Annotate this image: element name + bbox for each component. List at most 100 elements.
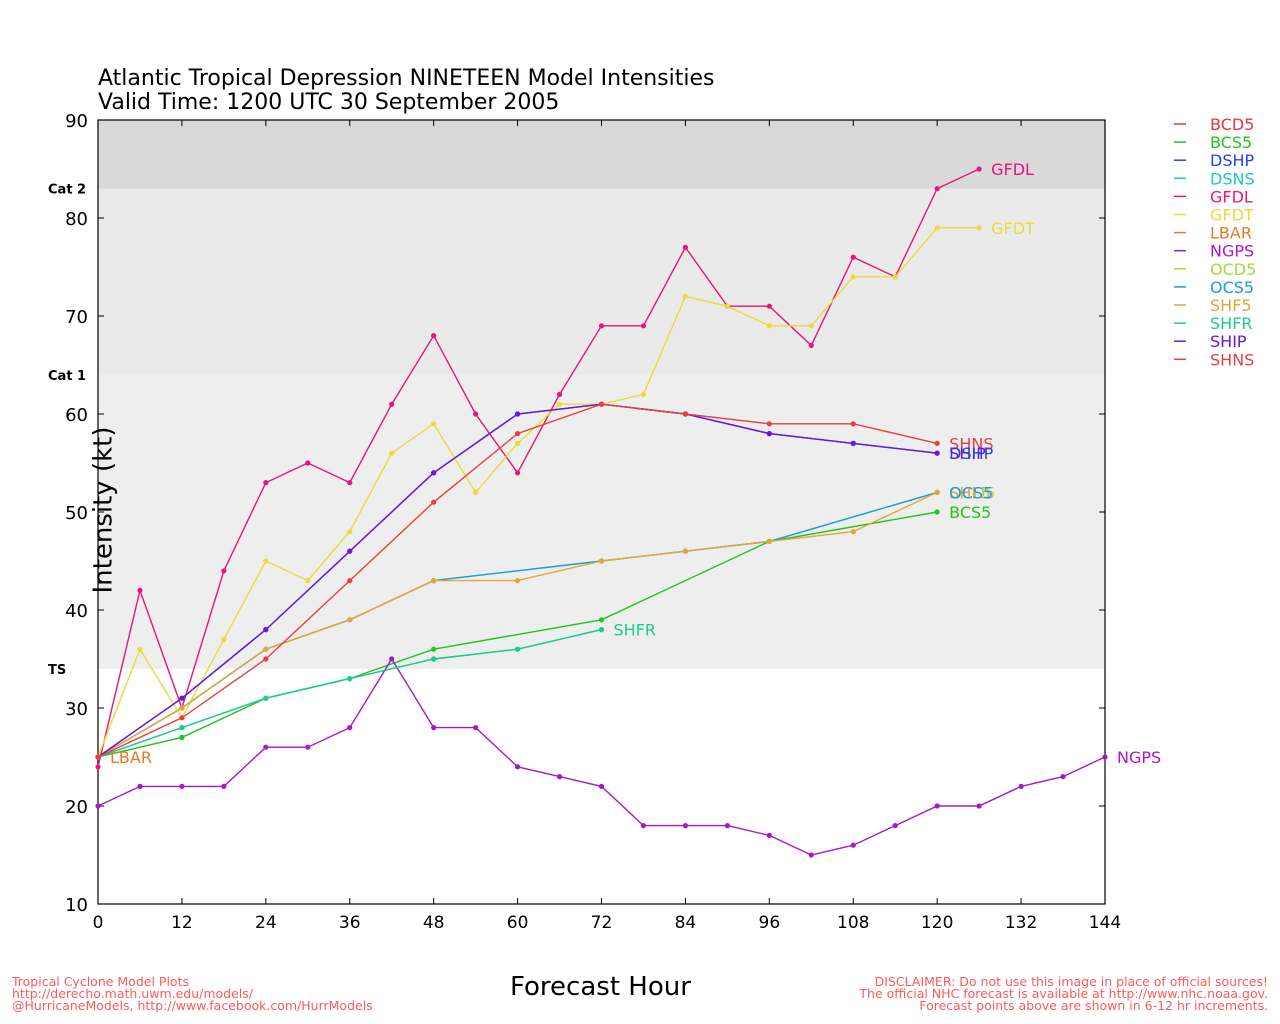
x-tick-label: 24 bbox=[255, 913, 277, 933]
data-point-shfr bbox=[598, 627, 605, 633]
data-point-gfdl bbox=[556, 391, 563, 397]
data-point-shf5 bbox=[682, 548, 689, 554]
data-point-ngps bbox=[221, 783, 227, 790]
data-point-gfdl bbox=[389, 401, 395, 407]
data-point-shns bbox=[766, 421, 772, 427]
series-line-gfdt bbox=[97, 227, 980, 758]
data-point-gfdl bbox=[598, 323, 605, 329]
legend-item-dsns: DSNS bbox=[1174, 169, 1255, 188]
end-label-shfr: SHFR bbox=[614, 621, 657, 640]
data-point-ngps bbox=[640, 823, 647, 829]
data-point-gfdt bbox=[473, 489, 479, 495]
data-point-shns bbox=[514, 431, 521, 437]
data-point-ship bbox=[263, 627, 269, 633]
y-tick-label: 60 bbox=[65, 405, 88, 426]
y-tick-label: 10 bbox=[65, 895, 88, 916]
data-point-ship bbox=[431, 470, 437, 476]
data-point-shns bbox=[934, 440, 940, 446]
footer-credits: Tropical Cyclone Model Plots http://dere… bbox=[12, 974, 373, 1013]
legend-item-bcs5: BCS5 bbox=[1174, 133, 1252, 152]
data-point-shf5 bbox=[431, 578, 437, 584]
series-ngps bbox=[95, 656, 1108, 858]
data-point-gfdt bbox=[263, 558, 269, 564]
data-point-gfdt bbox=[850, 274, 856, 280]
data-point-ngps bbox=[389, 656, 395, 662]
data-point-gfdt bbox=[892, 274, 898, 280]
legend-label: SHFR bbox=[1210, 314, 1253, 333]
end-label-ship: SHIP bbox=[949, 444, 986, 463]
data-point-gfdl bbox=[850, 254, 856, 260]
legend-item-gfdl: GFDL bbox=[1174, 187, 1253, 206]
chart-subtitle: Valid Time: 1200 UTC 30 September 2005 bbox=[98, 90, 560, 115]
legend-item-ship: SHIP bbox=[1174, 332, 1247, 351]
legend-label: GFDL bbox=[1210, 187, 1253, 206]
data-point-ngps bbox=[976, 803, 982, 809]
x-tick-label: 120 bbox=[921, 913, 953, 933]
data-point-bcs5 bbox=[179, 734, 185, 741]
data-point-gfdt bbox=[808, 323, 814, 329]
legend-item-bcd5: BCD5 bbox=[1174, 115, 1254, 134]
data-point-gfdl bbox=[473, 411, 479, 417]
legend-label: SHIP bbox=[1210, 332, 1247, 351]
data-point-ship bbox=[850, 440, 856, 446]
data-point-gfdt bbox=[556, 401, 563, 407]
data-point-ngps bbox=[724, 823, 730, 829]
data-point-ship bbox=[179, 695, 185, 701]
x-tick-label: 84 bbox=[675, 913, 697, 933]
y-tick-label: 70 bbox=[65, 307, 88, 328]
legend-label: BCS5 bbox=[1210, 133, 1252, 152]
data-point-gfdl bbox=[95, 764, 101, 770]
legend-label: DSHP bbox=[1210, 151, 1255, 170]
y-tick-label: 90 bbox=[65, 111, 88, 132]
data-point-gfdl bbox=[514, 470, 521, 476]
band-cat-2 bbox=[98, 120, 1105, 189]
legend-item-dshp: DSHP bbox=[1174, 151, 1255, 170]
x-tick-label: 96 bbox=[759, 913, 781, 933]
data-point-ngps bbox=[1102, 754, 1108, 760]
legend-item-ocs5: OCS5 bbox=[1174, 278, 1254, 297]
data-point-ngps bbox=[808, 852, 814, 858]
data-point-gfdl bbox=[347, 480, 353, 486]
series-shf5 bbox=[95, 489, 940, 760]
data-point-ngps bbox=[1060, 774, 1066, 780]
x-tick-label: 108 bbox=[837, 913, 869, 933]
data-point-ngps bbox=[431, 725, 437, 731]
x-tick-label: 132 bbox=[1005, 913, 1037, 933]
data-point-shfr bbox=[179, 725, 185, 731]
data-point-gfdt bbox=[431, 421, 437, 427]
data-point-ngps bbox=[934, 803, 940, 809]
data-point-shf5 bbox=[263, 646, 269, 652]
data-point-shfr bbox=[431, 656, 437, 662]
series-ship bbox=[95, 401, 940, 760]
data-point-ngps bbox=[179, 783, 185, 790]
y-axis-label: Intensity (kt) bbox=[88, 426, 119, 594]
series-line-bcs5 bbox=[97, 511, 938, 758]
legend-label: BCD5 bbox=[1210, 115, 1254, 134]
data-point-gfdl bbox=[976, 166, 982, 172]
data-point-ship bbox=[934, 450, 940, 456]
legend-label: SHF5 bbox=[1210, 296, 1252, 315]
series-layer bbox=[95, 166, 1108, 858]
x-tick-label: 0 bbox=[93, 913, 104, 933]
end-label-bcs5: BCS5 bbox=[949, 503, 991, 522]
data-point-gfdl bbox=[682, 244, 689, 250]
x-tick-label: 60 bbox=[507, 913, 529, 933]
data-point-ngps bbox=[1018, 783, 1024, 790]
data-point-gfdl bbox=[934, 186, 940, 192]
data-point-gfdt bbox=[514, 440, 521, 446]
band-label-cat-1: Cat 1 bbox=[48, 369, 86, 384]
legend-label: DSNS bbox=[1210, 169, 1255, 188]
series-line-ngps bbox=[97, 657, 1106, 856]
data-point-ngps bbox=[766, 832, 772, 839]
series-shns bbox=[95, 401, 940, 760]
legend-item-lbar: LBAR bbox=[1174, 224, 1252, 243]
legend-label: SHNS bbox=[1210, 350, 1254, 369]
data-point-bcs5 bbox=[934, 509, 940, 515]
data-point-bcs5 bbox=[431, 646, 437, 652]
chart-title: Atlantic Tropical Depression NINETEEN Mo… bbox=[98, 66, 715, 91]
data-point-gfdt bbox=[976, 225, 982, 231]
axes: 10 20 30 40 50 60 70 80 90 0 12 24 36 48 60 72 84 96 108 12… bbox=[65, 111, 1121, 933]
data-point-gfdt bbox=[305, 578, 311, 584]
